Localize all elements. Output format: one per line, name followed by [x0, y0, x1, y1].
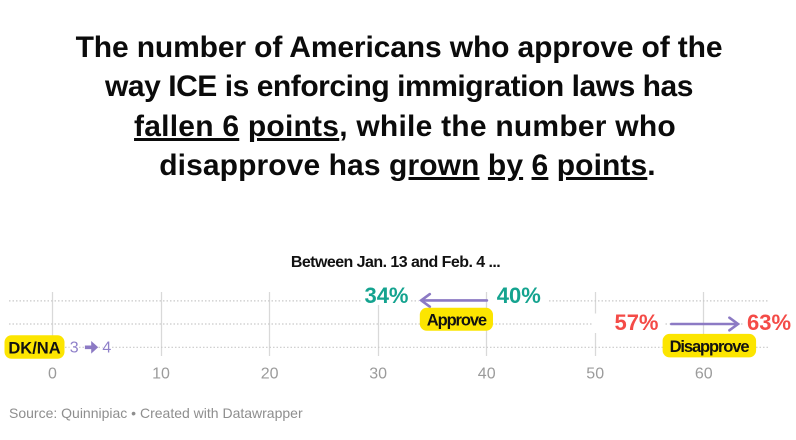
svg-text:4: 4 [102, 340, 111, 357]
svg-text:40: 40 [478, 366, 496, 383]
svg-text:50: 50 [586, 366, 604, 383]
svg-text:30: 30 [369, 366, 387, 383]
svg-text:57%: 57% [614, 310, 658, 335]
svg-text:Approve: Approve [427, 312, 487, 330]
svg-text:Disapprove: Disapprove [670, 338, 750, 356]
svg-text:63%: 63% [747, 310, 791, 335]
svg-text:10: 10 [152, 366, 170, 383]
svg-text:20: 20 [261, 366, 279, 383]
svg-text:DK/NA: DK/NA [8, 339, 60, 357]
svg-text:60: 60 [695, 366, 713, 383]
svg-text:40%: 40% [497, 283, 541, 308]
svg-text:0: 0 [48, 366, 57, 383]
svg-text:34%: 34% [364, 283, 408, 308]
svg-text:3: 3 [70, 340, 79, 357]
